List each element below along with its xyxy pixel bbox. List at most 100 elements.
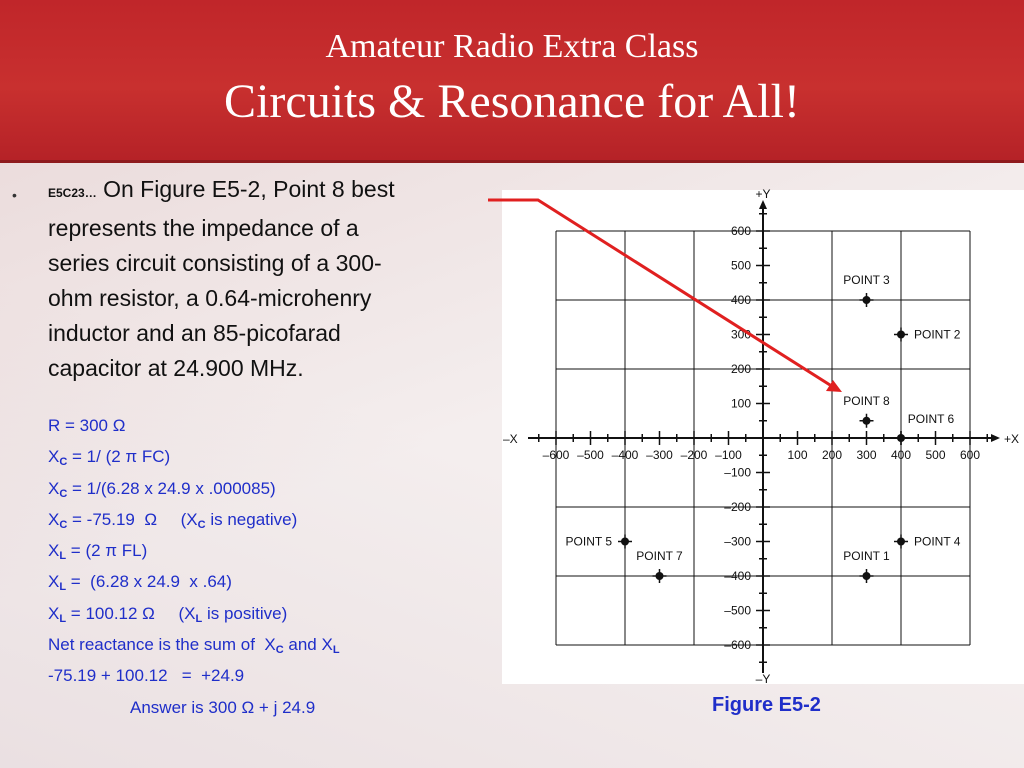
point-marker [897,434,905,442]
y-tick-label: –200 [724,500,751,514]
y-tick-label: –500 [724,604,751,618]
y-tick-label: –400 [724,569,751,583]
tick-marks: –600 –500 –400 –300 –200 –100 100 200 300 400 500 6… [538,213,988,663]
subscript: C [59,456,68,469]
working-line: XL = 100.12 Ω (XL is positive) [48,598,498,629]
point-label: POINT 2 [914,328,961,342]
title-line-2: Circuits & Resonance for All! [224,75,800,128]
x-axis-positive-label: +X [1004,432,1019,446]
subscript: C [275,644,284,657]
x-tick-label: –100 [715,448,742,462]
y-tick-label: 400 [731,293,751,307]
arrow-line [488,198,831,387]
working-text: Answer is 300 Ω + j 24.9 [130,697,316,717]
working-text: and X [283,635,333,655]
y-axis-positive-label: +Y [755,187,770,201]
y-axis-arrowhead-top [759,200,767,209]
working-text: R = 300 Ω [48,416,126,435]
point-marker [862,416,871,425]
working-text: is positive) [202,603,288,623]
point-marker [862,572,871,580]
working-text: = -75.19 Ω (X [67,509,198,529]
x-tick-label: 400 [891,448,911,462]
point-label: POINT 7 [636,549,683,563]
working-line: R = 300 Ω [48,410,498,441]
y-tick-label: 500 [731,259,751,273]
x-tick-label: 100 [787,448,807,462]
working-text: X [48,509,60,529]
subscript: L [59,550,67,563]
bullet-marker: • [12,187,17,203]
solution-working: R = 300 Ω XC = 1/ (2 π FC) XC = 1/(6.28 x … [48,410,498,723]
working-text: X [48,447,60,467]
y-axis-negative-label: –Y [756,672,771,686]
working-text: X [48,541,60,561]
y-tick-label: 200 [731,362,751,376]
question-line: On Figure E5-2, Point 8 best [103,176,395,202]
x-tick-label: 500 [925,448,945,462]
subscript: L [59,581,67,594]
working-line: -75.19 + 100.12 = +24.9 [48,660,498,691]
working-text: = 100.12 Ω (X [66,603,196,623]
point-marker [897,330,905,339]
answer-line: Answer is 300 Ω + j 24.9 [48,692,498,723]
x-axis-arrowhead-right [991,434,1000,442]
working-text: = (6.28 x 24.9 x .64) [66,572,232,592]
point-marker [621,537,629,546]
point-marker [862,296,871,304]
figure-caption: Figure E5-2 [712,694,821,716]
question-line: represents the impedance of a [48,215,359,241]
question-line: ohm resistor, a 0.64-microhenry [48,285,372,311]
working-text: = 1/(6.28 x 24.9 x .000085) [67,478,276,498]
x-tick-label: 200 [822,448,842,462]
x-tick-label: 300 [856,448,876,462]
x-tick-label: –400 [612,448,639,462]
working-text: X [48,603,60,623]
point-label: POINT 4 [914,535,961,549]
point-label: POINT 3 [843,273,890,287]
x-axis-negative-label: –X [503,432,518,446]
question-line: series circuit consisting of a 300- [48,250,382,276]
subscript: C [59,487,68,500]
x-tick-label: 600 [960,448,980,462]
point-marker [897,537,905,546]
subscript: L [332,644,340,657]
working-text: Net reactance is the sum of X [48,635,276,655]
working-line: XL = (6.28 x 24.9 x .64) [48,566,498,597]
point-label: POINT 8 [843,394,890,408]
working-line: Net reactance is the sum of XC and XL [48,629,498,660]
y-tick-label: –100 [724,466,751,480]
question-line: inductor and an 85-picofarad [48,320,341,346]
point-marker [655,572,664,580]
title-banner [0,0,1024,163]
working-line: XC = 1/ (2 π FC) [48,441,498,472]
point-label: POINT 5 [566,535,613,549]
title-line-1: Amateur Radio Extra Class [325,28,699,65]
point-label: POINT 6 [908,412,955,426]
y-tick-label: –600 [724,638,751,652]
callout-arrow [488,198,842,392]
subscript: L [195,612,203,625]
working-line: XC = 1/(6.28 x 24.9 x .000085) [48,473,498,504]
arrow-head [826,380,842,392]
working-text: = (2 π FL) [66,541,148,561]
working-text: X [48,478,60,498]
subscript: L [59,612,67,625]
working-text: X [48,572,60,592]
working-line: XL = (2 π FL) [48,535,498,566]
x-tick-label: –600 [543,448,570,462]
point-label: POINT 1 [843,549,890,563]
working-text: -75.19 + 100.12 = +24.9 [48,666,245,686]
impedance-points: POINT 1 POINT 2 POINT 3 POINT 4 POINT 5 POINT… [566,273,961,583]
question-text: E5C23… On Figure E5-2, Point 8 best repr… [48,172,498,386]
working-text: is negative) [205,509,298,529]
x-tick-label: –300 [646,448,673,462]
y-tick-label: –300 [724,535,751,549]
working-line: XC = -75.19 Ω (XC is negative) [48,504,498,535]
working-text: = 1/ (2 π FC) [67,447,171,467]
x-tick-label: –500 [577,448,604,462]
subscript: C [197,518,206,531]
x-tick-label: –200 [681,448,708,462]
y-tick-label: 600 [731,224,751,238]
